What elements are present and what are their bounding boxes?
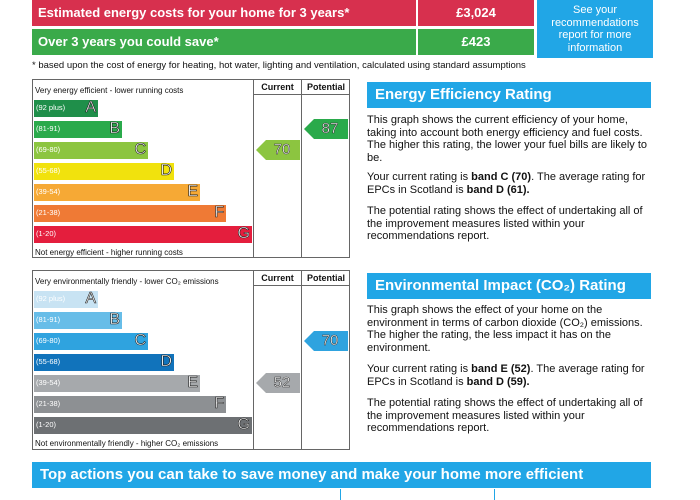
savings-value: £423: [418, 29, 534, 55]
rating-value: 70: [321, 332, 339, 350]
environmental-rating-title: Environmental Impact (CO₂) Rating: [367, 273, 651, 299]
band-letter: C: [134, 141, 146, 159]
chart-top-caption: Very environmentally friendly - lower CO…: [35, 277, 219, 286]
rating-band-c: (69-80) C: [34, 332, 148, 350]
cost-footnote: * based upon the cost of energy for heat…: [32, 60, 526, 71]
energy-current-rating-text: Your current rating is band C (70). The …: [367, 171, 646, 196]
environmental-rating-intro: This graph shows the effect of your home…: [367, 304, 643, 354]
rating-band-e: (39-54) E: [34, 183, 200, 201]
rating-value: 70: [273, 141, 291, 159]
rating-band-f: (21-38) F: [34, 395, 226, 413]
table-divider: [494, 489, 495, 500]
band-range-label: (92 plus): [36, 103, 66, 112]
table-divider: [340, 489, 341, 500]
energy-potential-rating-text: The potential rating shows the effect of…: [367, 205, 643, 242]
band-range-label: (21-38): [36, 399, 61, 408]
rating-band-d: (55-68) D: [34, 353, 174, 371]
chart-bottom-caption: Not energy efficient - higher running co…: [35, 248, 183, 257]
rating-band-e: (39-54) E: [34, 374, 200, 392]
band-letter: A: [85, 290, 96, 308]
rating-value: 87: [321, 120, 339, 138]
band-range-label: (21-38): [36, 208, 61, 217]
band-letter: D: [160, 162, 172, 180]
band-range-label: (1-20): [36, 420, 57, 429]
savings-label: Over 3 years you could save*: [32, 29, 416, 55]
energy-cost-value: £3,024: [418, 0, 534, 26]
band-range-label: (39-54): [36, 187, 61, 196]
energy-cost-label: Estimated energy costs for your home for…: [32, 0, 416, 26]
band-letter: G: [237, 225, 250, 243]
band-letter: E: [187, 183, 198, 201]
current-column-header: Current: [261, 82, 294, 92]
rating-band-a: (92 plus) A: [34, 99, 98, 117]
see-recommendations-note: See your recommendations report for more…: [537, 0, 653, 58]
band-range-label: (69-80): [36, 336, 61, 345]
rating-band-b: (81-91) B: [34, 120, 122, 138]
band-range-label: (55-68): [36, 357, 61, 366]
rating-band-b: (81-91) B: [34, 311, 122, 329]
band-range-label: (92 plus): [36, 294, 66, 303]
rating-band-a: (92 plus) A: [34, 290, 98, 308]
potential-column-header: Potential: [306, 82, 345, 92]
band-letter: C: [134, 332, 146, 350]
chart-top-caption: Very energy efficient - lower running co…: [35, 86, 184, 95]
top-actions-banner: Top actions you can take to save money a…: [32, 462, 651, 488]
potential-column-header: Potential: [306, 273, 345, 283]
potential-rating-arrow: 70: [304, 331, 348, 351]
band-letter: E: [187, 374, 198, 392]
rating-band-d: (55-68) D: [34, 162, 174, 180]
current-rating-arrow: 52: [256, 373, 300, 393]
band-range-label: (81-91): [36, 315, 61, 324]
band-range-label: (55-68): [36, 166, 61, 175]
band-letter: B: [109, 311, 120, 329]
rating-band-g: (1-20) G: [34, 416, 252, 434]
rating-band-c: (69-80) C: [34, 141, 148, 159]
rating-value: 52: [273, 374, 291, 392]
band-range-label: (1-20): [36, 229, 57, 238]
current-rating-arrow: 70: [256, 140, 300, 160]
energy-efficiency-chart: Current Potential Very energy efficient …: [32, 79, 350, 258]
energy-rating-intro: This graph shows the current efficiency …: [367, 114, 648, 164]
band-letter: F: [214, 204, 224, 222]
band-range-label: (39-54): [36, 378, 61, 387]
rating-band-g: (1-20) G: [34, 225, 252, 243]
band-letter: F: [214, 395, 224, 413]
potential-rating-arrow: 87: [304, 119, 348, 139]
energy-rating-title: Energy Efficiency Rating: [367, 82, 651, 108]
current-column-header: Current: [261, 273, 294, 283]
band-letter: B: [109, 120, 120, 138]
band-range-label: (69-80): [36, 145, 61, 154]
band-letter: D: [160, 353, 172, 371]
band-letter: A: [85, 99, 96, 117]
environmental-potential-rating-text: The potential rating shows the effect of…: [367, 397, 643, 434]
chart-bottom-caption: Not environmentally friendly - higher CO…: [35, 439, 219, 448]
environmental-impact-chart: Current Potential Very environmentally f…: [32, 270, 350, 450]
environmental-current-rating-text: Your current rating is band E (52). The …: [367, 363, 645, 388]
band-range-label: (81-91): [36, 124, 61, 133]
rating-band-f: (21-38) F: [34, 204, 226, 222]
band-letter: G: [237, 416, 250, 434]
